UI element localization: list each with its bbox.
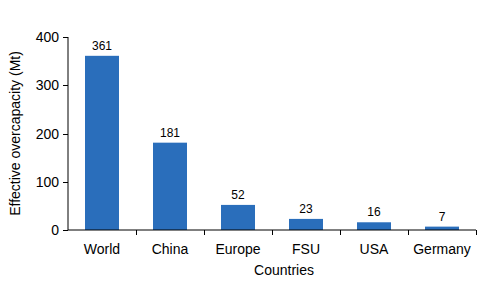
x-tick — [136, 230, 137, 235]
x-tick — [204, 230, 205, 235]
y-tick — [63, 182, 68, 183]
bar — [85, 56, 119, 230]
x-tick-label: China — [152, 241, 189, 257]
y-tick — [63, 230, 68, 231]
bar — [153, 143, 187, 230]
x-tick-label: Germany — [413, 241, 471, 257]
x-tick-label: FSU — [292, 241, 320, 257]
y-tick — [63, 134, 68, 135]
x-tick-label: USA — [360, 241, 389, 257]
x-tick — [340, 230, 341, 235]
x-axis-label: Countries — [254, 262, 314, 278]
data-label: 16 — [367, 205, 381, 219]
x-tick — [408, 230, 409, 235]
y-tick-label: 0 — [51, 222, 59, 238]
x-tick-label: World — [84, 241, 120, 257]
y-axis — [68, 37, 69, 230]
data-label: 181 — [160, 126, 180, 140]
data-label: 52 — [231, 188, 245, 202]
y-axis-label: Effective overcapacity (Mt) — [7, 51, 23, 216]
x-tick — [272, 230, 273, 235]
y-tick-label: 400 — [36, 29, 60, 45]
data-label: 361 — [92, 39, 112, 53]
chart: 0 100 200 300 400 World China Europe FSU USA Germa… — [0, 0, 480, 288]
y-tick-label: 100 — [36, 174, 60, 190]
data-label: 23 — [299, 202, 313, 216]
bar — [221, 205, 255, 230]
y-tick — [63, 85, 68, 86]
y-tick — [63, 37, 68, 38]
x-tick-label: Europe — [215, 241, 260, 257]
y-tick-label: 300 — [36, 77, 60, 93]
bar — [289, 219, 323, 230]
page: {"chart_data": {"type": "bar", "x_label"… — [0, 0, 480, 288]
data-label: 7 — [439, 210, 446, 224]
bars — [85, 56, 459, 230]
bar — [425, 227, 459, 230]
x-tick — [476, 230, 477, 235]
y-tick-label: 200 — [36, 126, 60, 142]
bar — [357, 222, 391, 230]
